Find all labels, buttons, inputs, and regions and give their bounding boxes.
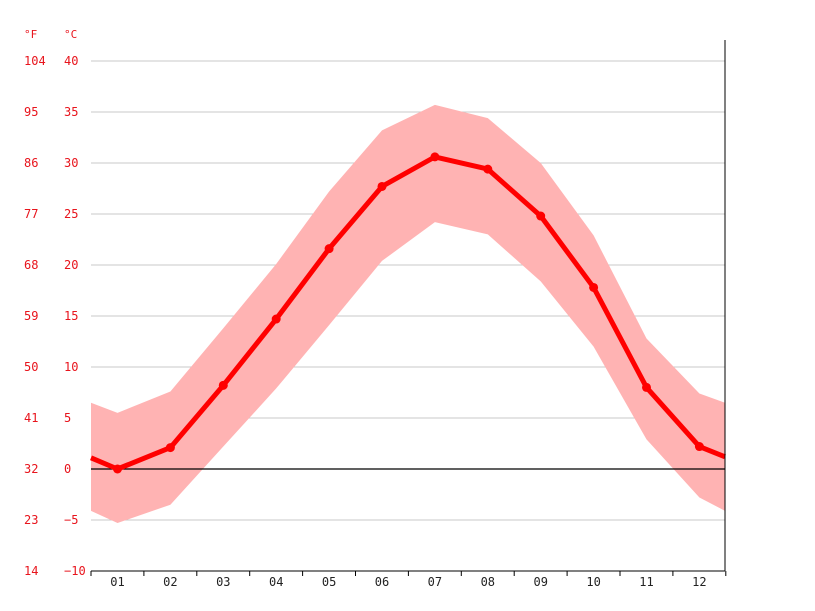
x-tick-label: 06 [375,575,389,589]
mean-temperature-line [90,154,726,472]
y-tick-label-fahrenheit: 104 [24,54,46,68]
y-tick-label-celsius: −10 [64,564,86,578]
x-tick-label: 02 [163,575,177,589]
y-tick-label-celsius: 40 [64,54,78,68]
x-tick-label: 08 [481,575,495,589]
y-tick-label-fahrenheit: 50 [24,360,38,374]
y-tick-label-fahrenheit: 14 [24,564,38,578]
y-tick-label-celsius: 15 [64,309,78,323]
x-tick-label: 07 [428,575,442,589]
mean-point [589,282,599,292]
mean-point [694,442,704,452]
mean-point [324,244,334,254]
y-tick-label-celsius: 20 [64,258,78,272]
mean-point [271,314,281,324]
mean-point [430,152,440,162]
x-tick-labels: 01 02 03 04 05 06 07 08 09 10 11 12 [110,575,706,589]
y-tick-label-fahrenheit: 32 [24,462,38,476]
x-tick-label: 01 [110,575,124,589]
x-tick-label: 10 [586,575,600,589]
x-tick-label: 05 [322,575,336,589]
mean-point [483,164,493,174]
mean-point [165,443,175,453]
mean-points [113,152,704,474]
y-tick-label-celsius: 30 [64,156,78,170]
y-tick-label-celsius: 5 [64,411,71,425]
y-tick-label-fahrenheit: 23 [24,513,38,527]
unit-fahrenheit: °F [24,28,37,41]
y-tick-label-fahrenheit: 86 [24,156,38,170]
y-tick-label-fahrenheit: 41 [24,411,38,425]
unit-celsius: °C [64,28,77,41]
x-tick-label: 03 [216,575,230,589]
y-tick-labels: 40 104 35 95 30 86 25 77 20 68 15 59 10 50 5 41 0 32 −5 23 −… [24,54,86,578]
mean-point [113,464,122,474]
y-tick-label-celsius: 25 [64,207,78,221]
temperature-range-band [91,104,725,524]
x-tick-label: 04 [269,575,283,589]
y-tick-label-celsius: −5 [64,513,78,527]
mean-point [642,382,651,392]
mean-point [536,211,546,221]
y-tick-label-fahrenheit: 95 [24,105,38,119]
mean-point [218,380,228,390]
y-tick-label-fahrenheit: 68 [24,258,38,272]
y-tick-label-fahrenheit: 59 [24,309,38,323]
y-tick-label-celsius: 35 [64,105,78,119]
y-tick-label-celsius: 10 [64,360,78,374]
x-tick-label: 11 [639,575,653,589]
mean-point [377,181,387,191]
x-tick-marks [90,571,727,576]
x-tick-label: 09 [533,575,547,589]
y-tick-label-celsius: 0 [64,462,71,476]
y-tick-label-fahrenheit: 77 [24,207,38,221]
x-tick-label: 12 [692,575,706,589]
